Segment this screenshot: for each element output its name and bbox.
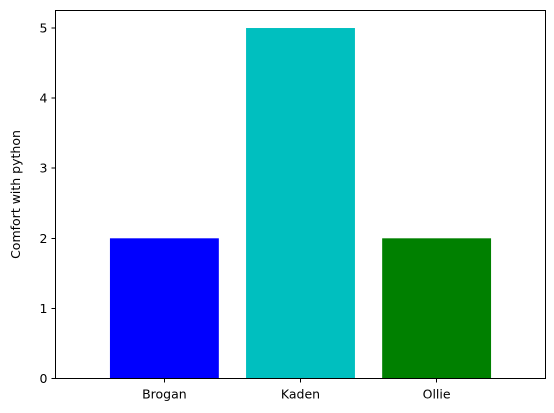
x-tick-label-brogan: Brogan (142, 387, 187, 402)
bar-kaden (246, 28, 355, 379)
bars-group (109, 28, 492, 379)
y-tick-label-4: 4 (40, 91, 48, 106)
plot-frame (55, 10, 546, 379)
y-axis-label: Comfort with python (8, 130, 23, 259)
y-tick-label-1: 1 (40, 301, 48, 316)
y-tick-label-5: 5 (40, 21, 48, 36)
y-tick-label-0: 0 (40, 371, 48, 386)
x-tick-label-kaden: Kaden (281, 387, 320, 402)
y-tick-label-3: 3 (40, 161, 48, 176)
x-axis-ticks: Brogan Kaden Ollie (142, 378, 451, 402)
bar-ollie (382, 238, 492, 379)
x-tick-label-ollie: Ollie (423, 387, 451, 402)
bar-brogan (109, 238, 219, 379)
y-tick-label-2: 2 (40, 231, 48, 246)
y-axis-ticks: 0 1 2 3 4 5 (40, 21, 56, 386)
